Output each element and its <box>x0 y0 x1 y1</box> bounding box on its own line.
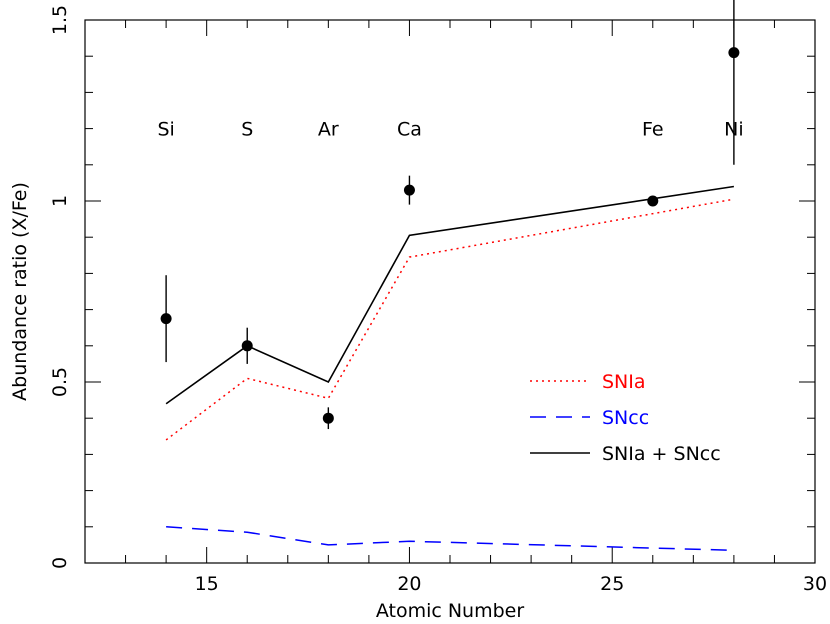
data-point <box>241 340 253 352</box>
element-label: Ca <box>397 119 422 141</box>
data-point <box>160 313 172 325</box>
series-line-1 <box>166 526 734 552</box>
x-tick-label: 25 <box>600 573 624 595</box>
data-point <box>647 195 659 207</box>
y-tick-label: 1.5 <box>49 5 71 35</box>
x-tick-label: 30 <box>803 573 827 595</box>
y-tick-label: 0.5 <box>49 367 71 397</box>
element-label: Fe <box>642 119 664 141</box>
series-line-2 <box>165 185 735 405</box>
x-tick-label: 15 <box>195 573 219 595</box>
legend: SNIa SNcc SNIa + SNcc <box>530 371 721 465</box>
element-label: Si <box>157 119 174 141</box>
y-axis-title: Abundance ratio (X/Fe) <box>9 182 31 401</box>
data-point <box>322 412 334 424</box>
element-label: Ni <box>724 119 744 141</box>
element-labels: Si S Ar Ca Fe Ni <box>157 119 743 141</box>
legend-label: SNcc <box>602 407 649 429</box>
x-tick-label: 20 <box>397 573 421 595</box>
plot-frame <box>84 19 816 564</box>
data-point <box>403 184 415 196</box>
series-line-0 <box>165 198 735 441</box>
plot-area <box>84 19 816 564</box>
legend-label: SNIa <box>602 371 646 393</box>
axes: 15 20 25 30 0 0.5 1 1.5 <box>49 5 827 595</box>
legend-label: SNIa + SNcc <box>602 443 721 465</box>
observed-points <box>160 0 740 430</box>
data-point <box>728 47 740 59</box>
element-label: S <box>241 119 253 141</box>
y-tick-label: 0 <box>49 557 71 569</box>
element-label: Ar <box>318 119 339 141</box>
series-layer <box>165 185 735 552</box>
x-axis-title: Atomic Number <box>376 600 525 622</box>
y-tick-label: 1 <box>49 195 71 207</box>
